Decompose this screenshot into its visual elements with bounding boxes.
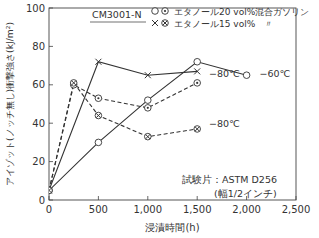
series-line (49, 62, 197, 191)
y-tick (49, 161, 53, 162)
legend-title: CM3001-N (92, 9, 142, 20)
marker-shape (243, 72, 250, 79)
data-point (95, 59, 101, 65)
marker-dot (164, 10, 166, 12)
marker-dot (97, 97, 99, 99)
marker-shape (152, 8, 159, 15)
marker-cross (145, 72, 151, 78)
data-point (95, 95, 102, 102)
note: 試験片：ASTM D256 (182, 174, 277, 185)
marker-cross (152, 20, 158, 26)
x-tick-label: 2,000 (232, 204, 261, 215)
marker-cross (163, 21, 167, 25)
x-axis-title: 浸漬時間(h) (145, 222, 199, 233)
x-tick (197, 196, 198, 200)
marker-dot (147, 107, 149, 109)
marker-cross (146, 134, 150, 138)
marker-cross (49, 187, 52, 193)
marker-shape (95, 112, 102, 119)
marker-shape (145, 133, 152, 140)
marker-cross (194, 68, 200, 74)
x-tick (98, 196, 99, 200)
note: (幅1/2インチ) (214, 188, 277, 199)
data-point (70, 80, 77, 87)
data-point (194, 68, 200, 74)
y-tick-label: 20 (32, 156, 45, 167)
x-tick-label: 1,000 (133, 204, 162, 215)
marker-shape (145, 97, 152, 104)
data-point (194, 80, 201, 87)
data-point (145, 133, 152, 140)
x-tick-label: 2,500 (282, 204, 311, 215)
y-tick (49, 123, 53, 124)
legend-label: エタノール20 vol%混合ガソリン (174, 7, 309, 17)
series-line (49, 83, 197, 191)
data-point (49, 187, 52, 194)
marker-shape (95, 139, 102, 146)
legend-rule (90, 22, 146, 23)
marker-dot (196, 82, 198, 84)
y-tick-label: 40 (32, 118, 45, 129)
y-tick-label: 100 (26, 3, 45, 14)
chart: 0 20 40 60 80 100 0 500 1,000 1,500 2,000 2,500 浸漬時間… (0, 0, 319, 238)
annotation: −80℃ (209, 118, 240, 129)
marker-cross (95, 59, 101, 65)
data-point (145, 72, 151, 78)
legend-marker (162, 20, 169, 27)
marker-shape (194, 80, 201, 87)
x-tick-label: 500 (89, 204, 108, 215)
y-tick (49, 84, 53, 85)
legend-marker (152, 20, 158, 26)
y-tick-label: 0 (39, 195, 45, 206)
marker-cross (195, 127, 199, 131)
marker-cross (72, 81, 76, 85)
marker-shape (194, 58, 201, 65)
marker-shape (194, 126, 201, 133)
marker-shape (95, 95, 102, 102)
marker-cross (96, 113, 100, 117)
data-point (243, 72, 250, 79)
data-point (194, 126, 201, 133)
annotation: −60℃ (259, 68, 290, 79)
legend-marker (162, 8, 169, 15)
marker-cross (49, 188, 51, 192)
y-axis-title: アイゾット(ノッチ無し)衝撃強さ(kJ/m²) (4, 22, 15, 186)
data-point (145, 97, 152, 104)
x-tick-label: 1,500 (183, 204, 212, 215)
series-line (49, 83, 197, 191)
marker-shape (49, 187, 52, 194)
data-point (194, 58, 201, 65)
data-point (145, 105, 152, 112)
data-point (95, 139, 102, 146)
y-tick-label: 80 (32, 41, 45, 52)
marker-shape (145, 105, 152, 112)
data-point (49, 187, 52, 194)
marker-shape (49, 187, 52, 194)
marker-shape (162, 20, 169, 27)
series-line (49, 62, 247, 191)
x-tick (147, 196, 148, 200)
data-point (49, 187, 52, 194)
data-point (95, 112, 102, 119)
marker-shape (162, 8, 169, 15)
data-point (49, 187, 52, 193)
y-tick (49, 46, 53, 47)
legend-marker (152, 8, 159, 15)
x-tick-label: 0 (46, 204, 52, 215)
marker-shape (49, 187, 52, 194)
y-tick-label: 60 (32, 79, 45, 90)
legend-label: エタノール15 vol% 〃 (174, 19, 273, 29)
marker-shape (70, 80, 77, 87)
annotation: −80℃ (209, 68, 240, 79)
legend: CM3001-N エタノール20 vol%混合ガソリンエタノール15 vol% 〃 (90, 7, 309, 29)
plot-frame (49, 8, 296, 200)
